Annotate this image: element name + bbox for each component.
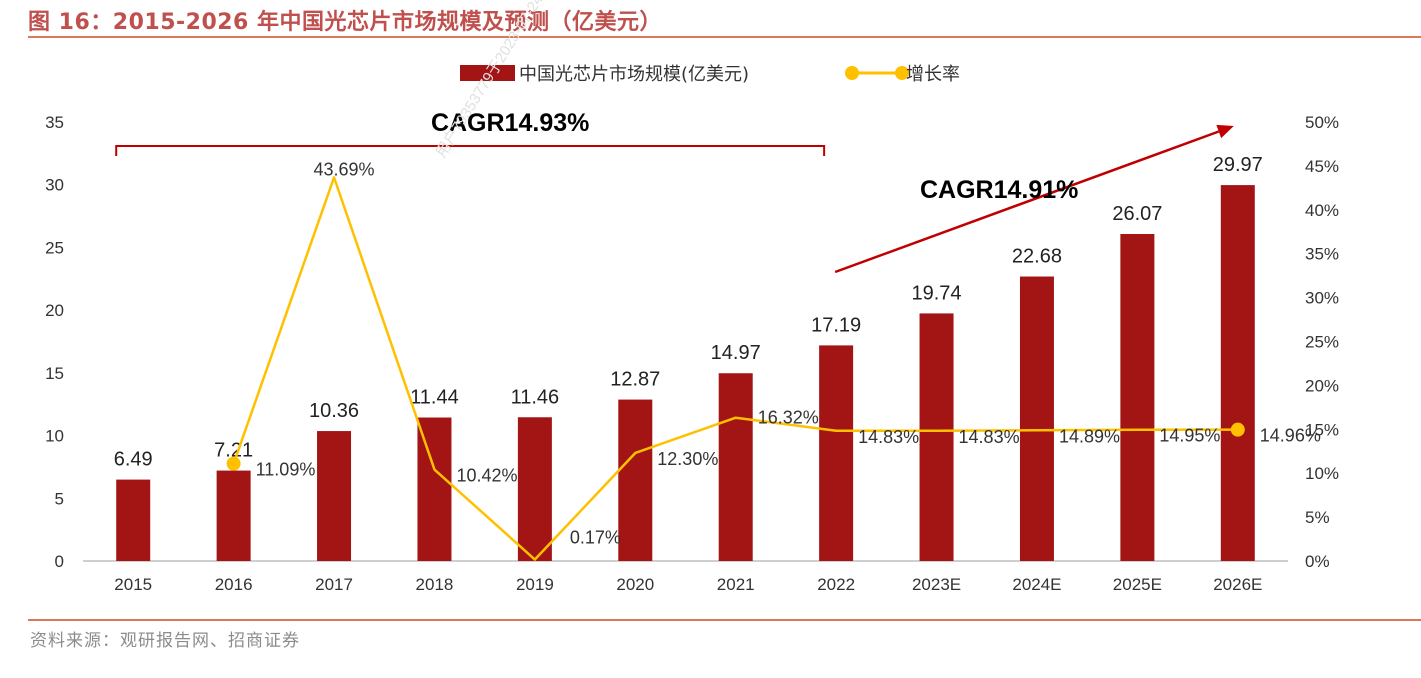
- title-divider: [28, 36, 1421, 38]
- growth-rate-label: 16.32%: [758, 408, 819, 428]
- bar-value-label: 29.97: [1213, 154, 1263, 176]
- bar: [517, 417, 552, 561]
- left-axis: 0 5 10 15 20 25 30 35: [45, 113, 64, 571]
- growth-rate-label: 0.17%: [570, 528, 621, 548]
- right-tick-label: 35%: [1305, 245, 1339, 264]
- growth-rate-label: 10.42%: [456, 466, 517, 486]
- left-tick-label: 20: [45, 301, 64, 320]
- x-axis-labels: 2015 2016 2017 2018 2019 2020 2021 2022 2023E 202…: [114, 575, 1262, 594]
- figure-title: 图 16：2015-2026 年中国光芯片市场规模及预测（亿美元）: [28, 10, 663, 35]
- growth-rate-marker: [226, 456, 241, 471]
- cagr-bracket: [115, 145, 826, 156]
- left-tick-label: 25: [45, 238, 64, 257]
- x-tick-label: 2015: [114, 575, 152, 594]
- source-divider: [28, 619, 1421, 621]
- growth-rate-label: 14.96%: [1260, 426, 1321, 446]
- right-tick-label: 20%: [1305, 376, 1339, 395]
- bar-value-label: 17.19: [811, 314, 861, 336]
- growth-rate-line: [232, 176, 1238, 561]
- bar-value-label: 19.74: [912, 282, 962, 304]
- right-tick-label: 40%: [1305, 201, 1339, 220]
- right-axis: 0% 5% 10% 15% 20% 25% 30% 35% 40% 45% 50%: [1305, 113, 1339, 571]
- right-tick-label: 45%: [1305, 157, 1339, 176]
- left-tick-label: 30: [45, 176, 64, 195]
- bar: [417, 417, 452, 561]
- bar: [819, 345, 854, 561]
- bar-value-label: 26.07: [1112, 203, 1162, 225]
- legend-line-label: 增长率: [906, 64, 960, 85]
- legend-bar-swatch: [460, 65, 515, 81]
- bar: [317, 431, 352, 561]
- bar-value-label: 11.44: [410, 387, 459, 409]
- growth-rate-label: 14.89%: [1059, 426, 1120, 446]
- growth-rate-label: 14.83%: [959, 427, 1020, 447]
- growth-rate-labels: 11.09% 43.69% 10.42% 0.17% 12.30% 16.32% 14.83…: [256, 159, 1321, 547]
- source-note: 资料来源：观研报告网、招商证券: [30, 631, 300, 651]
- bar: [1019, 276, 1054, 561]
- left-tick-label: 15: [45, 364, 64, 383]
- left-tick-label: 35: [45, 113, 64, 132]
- growth-rate-label: 14.83%: [858, 427, 919, 447]
- bar-value-label: 22.68: [1012, 246, 1062, 268]
- x-tick-label: 2018: [416, 575, 454, 594]
- x-tick-label: 2016: [215, 575, 253, 594]
- left-tick-label: 5: [55, 489, 64, 508]
- bar: [116, 479, 151, 561]
- growth-rate-label: 12.30%: [657, 449, 718, 469]
- annotations: CAGR14.93% CAGR14.91%: [115, 109, 1234, 274]
- bar-value-label: 12.87: [610, 369, 660, 391]
- cagr-label-right: CAGR14.91%: [920, 176, 1078, 204]
- cagr-arrow: [834, 130, 1220, 274]
- x-tick-label: 2026E: [1213, 575, 1262, 594]
- legend-bar-label: 中国光芯片市场规模(亿美元): [519, 64, 749, 85]
- bar-value-label: 14.97: [711, 342, 761, 364]
- bar: [1120, 234, 1155, 561]
- bar: [1220, 185, 1255, 561]
- cagr-label-left: CAGR14.93%: [431, 109, 589, 137]
- bar-labels: 6.49 7.21 10.36 11.44 11.46 12.87 14.97 17.19 19…: [114, 154, 1263, 471]
- right-tick-label: 50%: [1305, 113, 1339, 132]
- x-tick-label: 2017: [315, 575, 353, 594]
- growth-rate-label: 11.09%: [256, 460, 316, 480]
- bar: [718, 373, 753, 561]
- x-tick-label: 2020: [616, 575, 654, 594]
- legend-line-marker: [895, 66, 909, 80]
- bar: [919, 313, 954, 561]
- growth-rate-label: 43.69%: [314, 159, 375, 179]
- growth-rate-label: 14.95%: [1159, 426, 1220, 446]
- bar: [216, 470, 251, 561]
- bar: [618, 399, 653, 561]
- right-tick-label: 0%: [1305, 552, 1330, 571]
- legend-line-marker: [845, 66, 859, 80]
- right-tick-label: 25%: [1305, 333, 1339, 352]
- right-tick-label: 10%: [1305, 464, 1339, 483]
- x-tick-label: 2022: [817, 575, 855, 594]
- bar-value-label: 11.46: [511, 386, 560, 408]
- bar-value-label: 6.49: [114, 449, 153, 471]
- cagr-arrow-head: [1216, 124, 1234, 139]
- x-tick-label: 2024E: [1012, 575, 1061, 594]
- left-tick-label: 0: [55, 552, 64, 571]
- right-tick-label: 15%: [1305, 420, 1339, 439]
- bar-series: [116, 185, 1255, 561]
- x-tick-label: 2019: [516, 575, 554, 594]
- right-tick-label: 30%: [1305, 289, 1339, 308]
- growth-rate-marker: [1230, 422, 1245, 437]
- growth-rate-series: [226, 176, 1245, 561]
- bar-value-label: 7.21: [214, 440, 253, 462]
- x-tick-label: 2023E: [912, 575, 961, 594]
- right-tick-label: 5%: [1305, 508, 1330, 527]
- bar-value-label: 10.36: [309, 400, 359, 422]
- left-tick-label: 10: [45, 427, 64, 446]
- x-tick-label: 2025E: [1113, 575, 1162, 594]
- legend: 中国光芯片市场规模(亿美元) 增长率: [460, 64, 960, 85]
- x-tick-label: 2021: [717, 575, 755, 594]
